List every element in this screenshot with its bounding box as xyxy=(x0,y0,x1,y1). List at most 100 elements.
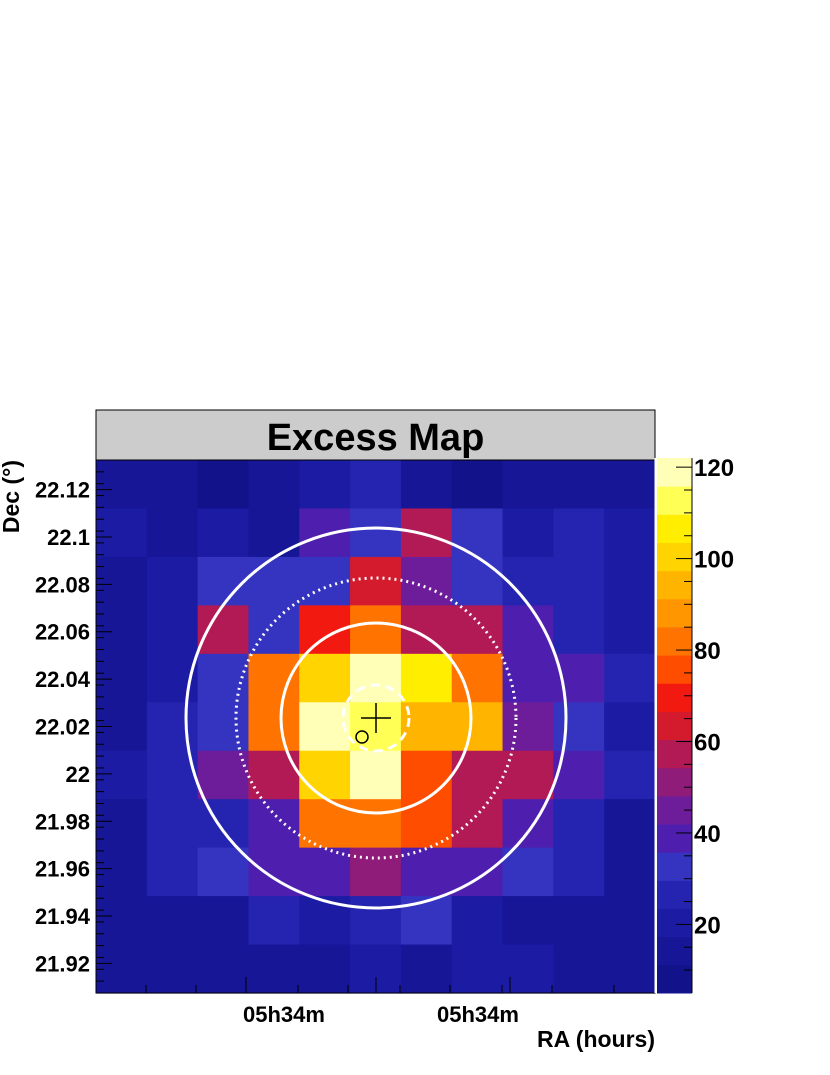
x-tick-label: 05h34m xyxy=(437,1002,519,1027)
heatmap-cell xyxy=(248,799,300,849)
heatmap-cell xyxy=(604,799,656,849)
heatmap-cell xyxy=(502,460,554,510)
y-tick-label: 22 xyxy=(66,762,90,787)
plot-axes: Excess Map 21.92 21.94 21.96 21.98 22 22.02 22.… xyxy=(35,409,656,1027)
colorbar-band xyxy=(657,626,692,656)
heatmap-cell xyxy=(451,508,504,558)
heatmap-cell xyxy=(400,896,453,946)
heatmap-cell xyxy=(96,896,148,946)
heatmap-cell xyxy=(604,750,656,800)
y-tick-label: 22.12 xyxy=(35,478,90,503)
heatmap-cell xyxy=(553,799,605,849)
heatmap-cell xyxy=(96,799,148,849)
heatmap-cell xyxy=(400,556,453,606)
colorbar-band xyxy=(657,711,692,741)
heatmap-cell xyxy=(248,702,300,752)
heatmap-cell xyxy=(197,653,250,703)
heatmap-cell xyxy=(96,556,148,606)
y-tick-label: 21.94 xyxy=(35,904,91,929)
heatmap-cell xyxy=(146,944,199,994)
heatmap-cell xyxy=(502,702,554,752)
heatmap-cell xyxy=(400,508,453,558)
outer-contour xyxy=(184,526,568,910)
dotted-contour xyxy=(234,576,518,860)
colorbar-band xyxy=(657,514,692,543)
axis-labels: RA (hours) Dec (°) xyxy=(0,460,655,1052)
heatmap-cell xyxy=(299,702,351,752)
x-tick-label: 05h34m xyxy=(243,1002,325,1027)
heatmap-cell xyxy=(248,605,300,655)
colorbar-band xyxy=(657,964,692,994)
colorbar-band xyxy=(657,880,692,910)
core-contour xyxy=(341,683,411,753)
heatmap-cell xyxy=(248,653,300,703)
y-tick-label: 22.06 xyxy=(35,620,90,645)
heatmap-cell xyxy=(146,605,199,655)
colorbar-tick-label: 40 xyxy=(694,821,721,848)
source-marker-circle xyxy=(355,730,369,744)
chart-title: Excess Map xyxy=(267,417,485,459)
colorbar-band xyxy=(657,767,692,797)
heatmap-cell xyxy=(502,799,554,849)
heatmap-cell xyxy=(604,944,656,994)
heatmap-cell xyxy=(299,896,351,946)
heatmap-cell xyxy=(451,944,504,994)
heatmap-cell xyxy=(96,944,148,994)
y-tick-label: 22.1 xyxy=(47,525,90,550)
heatmap-cell xyxy=(553,556,605,606)
heatmap-cell xyxy=(197,750,250,800)
heatmap-cell xyxy=(604,896,656,946)
heatmap-cell xyxy=(400,750,453,800)
heatmap-cell xyxy=(604,508,656,558)
heatmap-cell xyxy=(350,605,402,655)
heatmap-cell xyxy=(350,653,402,703)
colorbar-band xyxy=(657,683,692,712)
heatmap-cell xyxy=(299,556,351,606)
heatmap-cell xyxy=(553,944,605,994)
heatmap-cell xyxy=(197,556,250,606)
heatmap-cell xyxy=(553,460,605,510)
colorbar-band xyxy=(657,655,692,684)
colorbar-band xyxy=(657,598,692,628)
colorbar-band xyxy=(657,908,692,938)
heatmap-cell xyxy=(553,896,605,946)
heatmap-cell xyxy=(451,799,504,849)
heatmap-cell xyxy=(96,750,148,800)
heatmap-cell xyxy=(350,508,402,558)
heatmap-cell xyxy=(96,605,148,655)
heatmap-cell xyxy=(502,653,554,703)
heatmap-cell xyxy=(451,605,504,655)
colorbar-band xyxy=(657,852,692,881)
colorbar-band xyxy=(657,542,692,572)
heatmap-cell xyxy=(96,460,148,510)
heatmap-cell xyxy=(350,799,402,849)
heatmap-cell xyxy=(197,702,250,752)
heatmap-cells xyxy=(96,460,656,994)
heatmap-cell xyxy=(604,702,656,752)
heatmap-cell xyxy=(400,653,453,703)
contour-overlays xyxy=(184,526,568,910)
heatmap-cell xyxy=(604,556,656,606)
colorbar-band xyxy=(657,739,692,769)
heatmap-cell xyxy=(604,605,656,655)
title-box xyxy=(95,409,656,461)
heatmap-cell xyxy=(400,460,453,510)
heatmap-cell xyxy=(502,508,554,558)
colorbar-band xyxy=(657,486,692,515)
y-tick-label: 22.04 xyxy=(35,667,91,692)
heatmap-cell xyxy=(553,508,605,558)
inner-contour xyxy=(279,621,473,815)
heatmap-cell xyxy=(451,653,504,703)
colorbar-tick-label: 20 xyxy=(694,912,721,939)
heatmap-cell xyxy=(146,847,199,897)
y-tick-label: 22.02 xyxy=(35,715,90,740)
heatmap-cell xyxy=(553,605,605,655)
heatmap-cell xyxy=(146,460,199,510)
heatmap-cell xyxy=(96,653,148,703)
heatmap-cell xyxy=(451,556,504,606)
colorbar-band xyxy=(657,458,692,487)
y-tick-label: 22.08 xyxy=(35,572,90,597)
heatmap-cell xyxy=(299,653,351,703)
heatmap-cell xyxy=(553,847,605,897)
